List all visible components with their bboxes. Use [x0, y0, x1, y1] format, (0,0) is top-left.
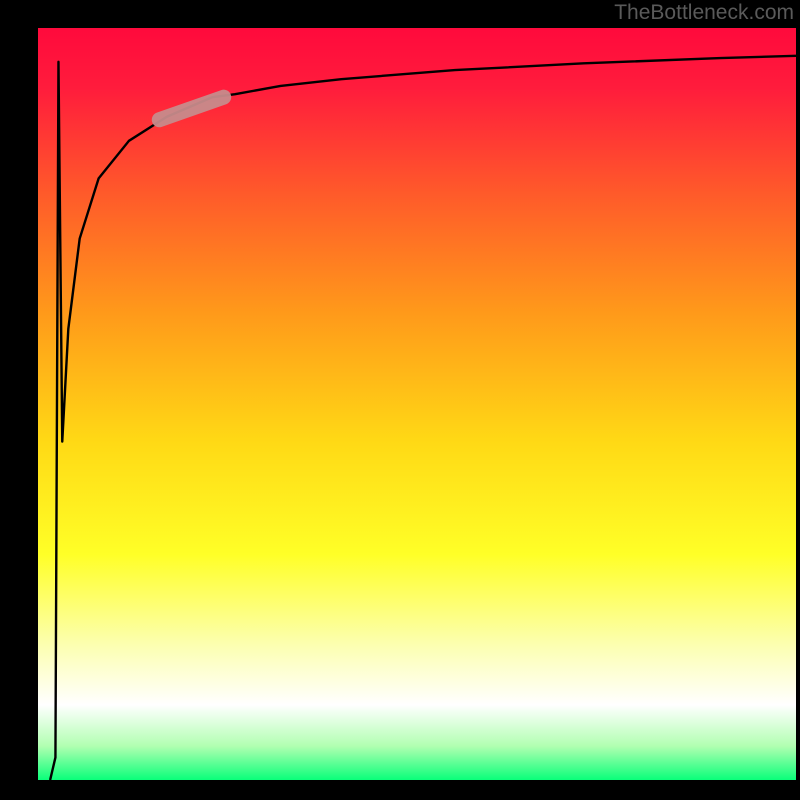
- bottleneck-highlight: [159, 97, 223, 120]
- bottleneck-curve-svg: [38, 28, 796, 780]
- plot-area: [38, 28, 796, 780]
- bottleneck-curve: [50, 56, 796, 780]
- chart-container: TheBottleneck.com: [0, 0, 800, 800]
- branding-watermark: TheBottleneck.com: [614, 2, 794, 23]
